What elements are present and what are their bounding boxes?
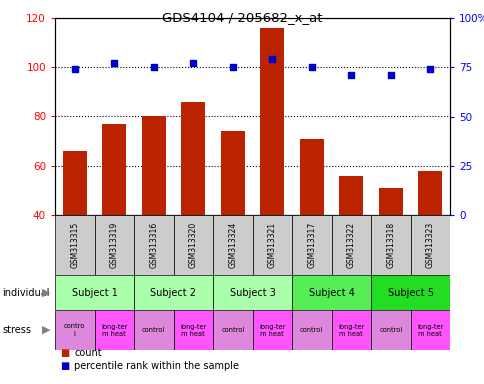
Bar (212, 215, 252, 275)
Text: control: control (221, 327, 244, 333)
Bar (409, 310, 449, 350)
Text: GDS4104 / 205682_x_at: GDS4104 / 205682_x_at (162, 11, 322, 24)
Text: long-ter
m heat: long-ter m heat (180, 323, 206, 336)
Text: Subject 5: Subject 5 (387, 288, 433, 298)
Bar (370, 275, 449, 310)
Point (386, 72, 394, 78)
Bar (173, 310, 212, 350)
Bar (134, 215, 173, 275)
Bar (291, 215, 331, 275)
Point (268, 56, 275, 63)
Text: GSM313317: GSM313317 (307, 222, 316, 268)
Text: GSM313322: GSM313322 (346, 222, 355, 268)
Point (228, 64, 236, 70)
Text: long-ter
m heat: long-ter m heat (416, 323, 442, 336)
Text: GSM313319: GSM313319 (109, 222, 119, 268)
Text: GSM313318: GSM313318 (385, 222, 394, 268)
Text: control: control (378, 327, 402, 333)
Bar (299, 139, 323, 215)
Text: long-ter
m heat: long-ter m heat (258, 323, 285, 336)
Bar (55, 275, 134, 310)
Text: count: count (74, 348, 102, 358)
Text: Subject 4: Subject 4 (308, 288, 354, 298)
Bar (55, 215, 94, 275)
Bar (134, 275, 212, 310)
Text: Subject 3: Subject 3 (229, 288, 275, 298)
Bar (63, 151, 87, 215)
Bar (339, 175, 363, 215)
Bar (252, 310, 291, 350)
Bar (142, 116, 165, 215)
Bar (418, 170, 441, 215)
Bar (252, 215, 291, 275)
Text: Subject 1: Subject 1 (72, 288, 117, 298)
Bar (291, 275, 370, 310)
Text: control: control (142, 327, 165, 333)
Text: control: control (300, 327, 323, 333)
Point (425, 66, 433, 72)
Text: GSM313324: GSM313324 (228, 222, 237, 268)
Text: Subject 2: Subject 2 (150, 288, 196, 298)
Point (110, 60, 118, 66)
Point (189, 60, 197, 66)
Point (307, 64, 315, 70)
Text: individual: individual (2, 288, 50, 298)
Bar (370, 310, 409, 350)
Text: percentile rank within the sample: percentile rank within the sample (74, 361, 239, 371)
Bar (331, 215, 370, 275)
Bar (409, 215, 449, 275)
Bar (370, 215, 409, 275)
Bar (378, 188, 402, 215)
Bar (94, 215, 134, 275)
Bar (331, 310, 370, 350)
Text: long-ter
m heat: long-ter m heat (337, 323, 363, 336)
Text: ■: ■ (60, 348, 69, 358)
Point (150, 64, 157, 70)
Bar (220, 131, 244, 215)
Text: long-ter
m heat: long-ter m heat (101, 323, 127, 336)
Text: stress: stress (2, 325, 31, 335)
Bar (212, 275, 291, 310)
Text: GSM313320: GSM313320 (188, 222, 197, 268)
Text: ■: ■ (60, 361, 69, 371)
Text: GSM313321: GSM313321 (267, 222, 276, 268)
Point (71, 66, 78, 72)
Bar (94, 310, 134, 350)
Bar (173, 215, 212, 275)
Point (347, 72, 354, 78)
Bar (212, 310, 252, 350)
Text: ▶: ▶ (42, 325, 50, 335)
Text: GSM313316: GSM313316 (149, 222, 158, 268)
Bar (134, 310, 173, 350)
Text: GSM313315: GSM313315 (70, 222, 79, 268)
Bar (102, 124, 126, 215)
Text: GSM313323: GSM313323 (425, 222, 434, 268)
Text: ▶: ▶ (42, 288, 50, 298)
Text: contro
l: contro l (64, 323, 85, 336)
Bar (55, 310, 94, 350)
Bar (260, 28, 284, 215)
Bar (291, 310, 331, 350)
Bar (181, 102, 205, 215)
